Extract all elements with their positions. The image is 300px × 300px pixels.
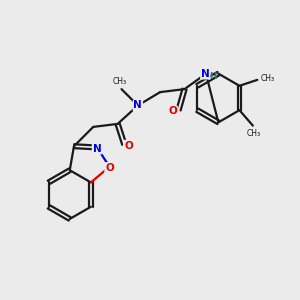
Text: N: N xyxy=(134,100,142,110)
Text: CH₃: CH₃ xyxy=(261,74,275,83)
Text: CH₃: CH₃ xyxy=(113,76,127,85)
Text: O: O xyxy=(124,141,133,151)
Text: O: O xyxy=(105,163,114,173)
Text: N: N xyxy=(201,69,210,79)
Text: N: N xyxy=(93,144,101,154)
Text: H: H xyxy=(209,72,216,81)
Text: O: O xyxy=(168,106,177,116)
Text: CH₃: CH₃ xyxy=(246,129,260,138)
